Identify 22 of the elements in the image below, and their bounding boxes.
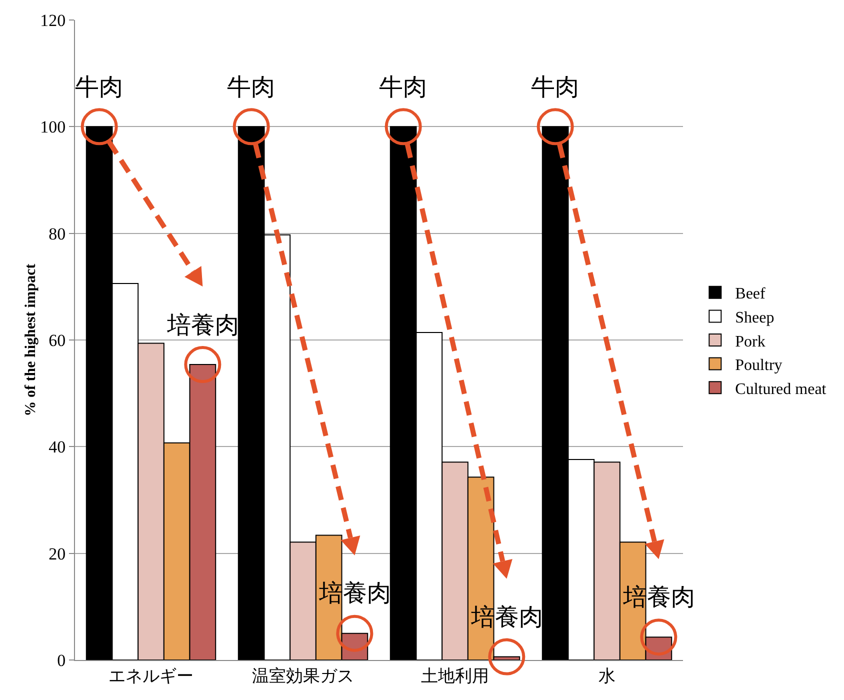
annotation: 牛肉 xyxy=(227,73,275,101)
x-tick-label: エネルギー xyxy=(108,666,194,686)
annotation: 牛肉 xyxy=(531,73,579,101)
y-tick-label: 40 xyxy=(48,438,66,457)
y-tick-label: 120 xyxy=(40,10,66,30)
y-tick-label: 20 xyxy=(48,544,66,564)
legend-label: Beef xyxy=(735,286,766,303)
legend-label: Poultry xyxy=(735,357,782,374)
y-tick-label: 100 xyxy=(40,118,66,137)
annotation: 培養肉 xyxy=(166,311,239,339)
annotation: 牛肉 xyxy=(75,73,123,101)
y-tick-label: 0 xyxy=(57,650,66,670)
legend-label: Pork xyxy=(735,333,766,350)
x-tick-label: 土地利用 xyxy=(421,666,489,686)
annotation: 牛肉 xyxy=(379,73,427,101)
y-axis-title: % of the highest impact xyxy=(23,264,39,416)
x-tick-label: 温室効果ガス xyxy=(252,666,354,686)
legend-label: Cultured meat xyxy=(735,380,827,398)
legend-label: Sheep xyxy=(735,309,774,326)
y-tick-label: 60 xyxy=(48,330,66,350)
x-tick-label: 水 xyxy=(598,666,616,686)
y-tick-label: 80 xyxy=(48,224,66,244)
